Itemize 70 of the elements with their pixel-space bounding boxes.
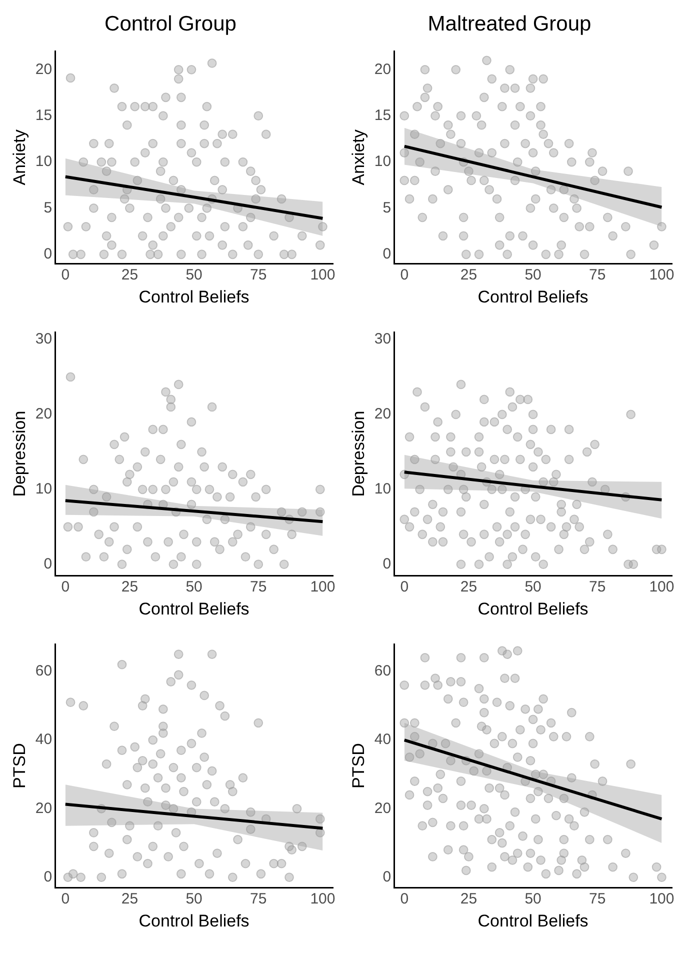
x-tick-label: 50 (186, 890, 202, 908)
x-tick-label: 25 (121, 266, 138, 284)
x-tick-label: 0 (400, 578, 409, 596)
y-tick-label: 0 (44, 868, 52, 886)
x-tick-label: 25 (121, 890, 138, 908)
y-tick-label: 10 (374, 480, 392, 498)
y-tick-label: 20 (35, 60, 52, 78)
y-tick-label: 20 (35, 800, 52, 817)
x-tick-label: 0 (61, 266, 70, 284)
y-axis-title: Anxiety (348, 129, 368, 186)
y-tick-label: 10 (35, 480, 52, 498)
x-tick-label: 25 (121, 578, 138, 596)
x-axis-title: Control Beliefs (478, 599, 588, 618)
x-tick-label: 75 (589, 890, 606, 908)
y-axis-title: Depression (10, 410, 29, 497)
chart-title: Control Group (104, 12, 236, 36)
y-tick-label: 20 (374, 406, 392, 423)
y-tick-label: 40 (35, 731, 52, 748)
x-tick-label: 50 (186, 578, 202, 596)
y-tick-label: 0 (44, 246, 52, 263)
y-tick-label: 30 (374, 330, 392, 348)
x-tick-label: 100 (649, 890, 674, 908)
x-tick-label: 50 (524, 266, 542, 284)
x-tick-label: 100 (310, 578, 336, 596)
x-axis-title: Control Beliefs (478, 911, 588, 930)
y-axis-title: Anxiety (10, 129, 29, 186)
x-tick-label: 75 (589, 266, 606, 284)
x-tick-label: 100 (310, 266, 336, 284)
x-tick-label: 50 (524, 578, 542, 596)
y-axis-title: Depression (348, 410, 368, 497)
x-tick-label: 100 (649, 578, 674, 596)
x-tick-label: 25 (460, 890, 478, 908)
x-axis-title: Control Beliefs (138, 287, 250, 306)
y-tick-label: 60 (374, 662, 392, 680)
x-tick-label: 75 (250, 890, 267, 908)
y-tick-label: 5 (44, 199, 52, 216)
y-tick-label: 10 (374, 153, 392, 170)
x-tick-label: 75 (589, 578, 606, 596)
y-tick-label: 0 (382, 868, 392, 886)
x-tick-label: 0 (400, 890, 409, 908)
y-tick-label: 15 (35, 106, 52, 124)
y-axis-title: PTSD (10, 743, 29, 788)
y-tick-label: 30 (35, 330, 52, 348)
y-tick-label: 0 (382, 246, 392, 263)
y-tick-label: 20 (374, 800, 392, 817)
x-tick-label: 75 (250, 266, 267, 284)
y-tick-label: 60 (35, 662, 52, 680)
y-tick-label: 10 (35, 153, 52, 170)
y-tick-label: 20 (35, 406, 52, 423)
x-tick-label: 25 (460, 578, 478, 596)
x-tick-label: 25 (460, 266, 478, 284)
x-tick-label: 50 (524, 890, 542, 908)
x-tick-label: 100 (649, 266, 674, 284)
y-tick-label: 40 (374, 731, 392, 748)
y-tick-label: 5 (382, 199, 392, 216)
x-tick-label: 75 (250, 578, 267, 596)
x-axis-title: Control Beliefs (478, 287, 588, 306)
x-tick-label: 100 (310, 890, 336, 908)
y-tick-label: 0 (382, 556, 392, 572)
x-tick-label: 50 (186, 266, 202, 284)
x-tick-label: 0 (61, 578, 70, 596)
y-tick-label: 15 (374, 106, 392, 124)
x-tick-label: 0 (61, 890, 70, 908)
y-axis-title: PTSD (348, 743, 368, 788)
chart-title: Maltreated Group (428, 12, 592, 36)
x-tick-label: 0 (400, 266, 409, 284)
y-tick-label: 0 (44, 556, 52, 572)
x-axis-title: Control Beliefs (138, 911, 250, 930)
y-tick-label: 20 (374, 60, 392, 78)
x-axis-title: Control Beliefs (138, 599, 250, 618)
